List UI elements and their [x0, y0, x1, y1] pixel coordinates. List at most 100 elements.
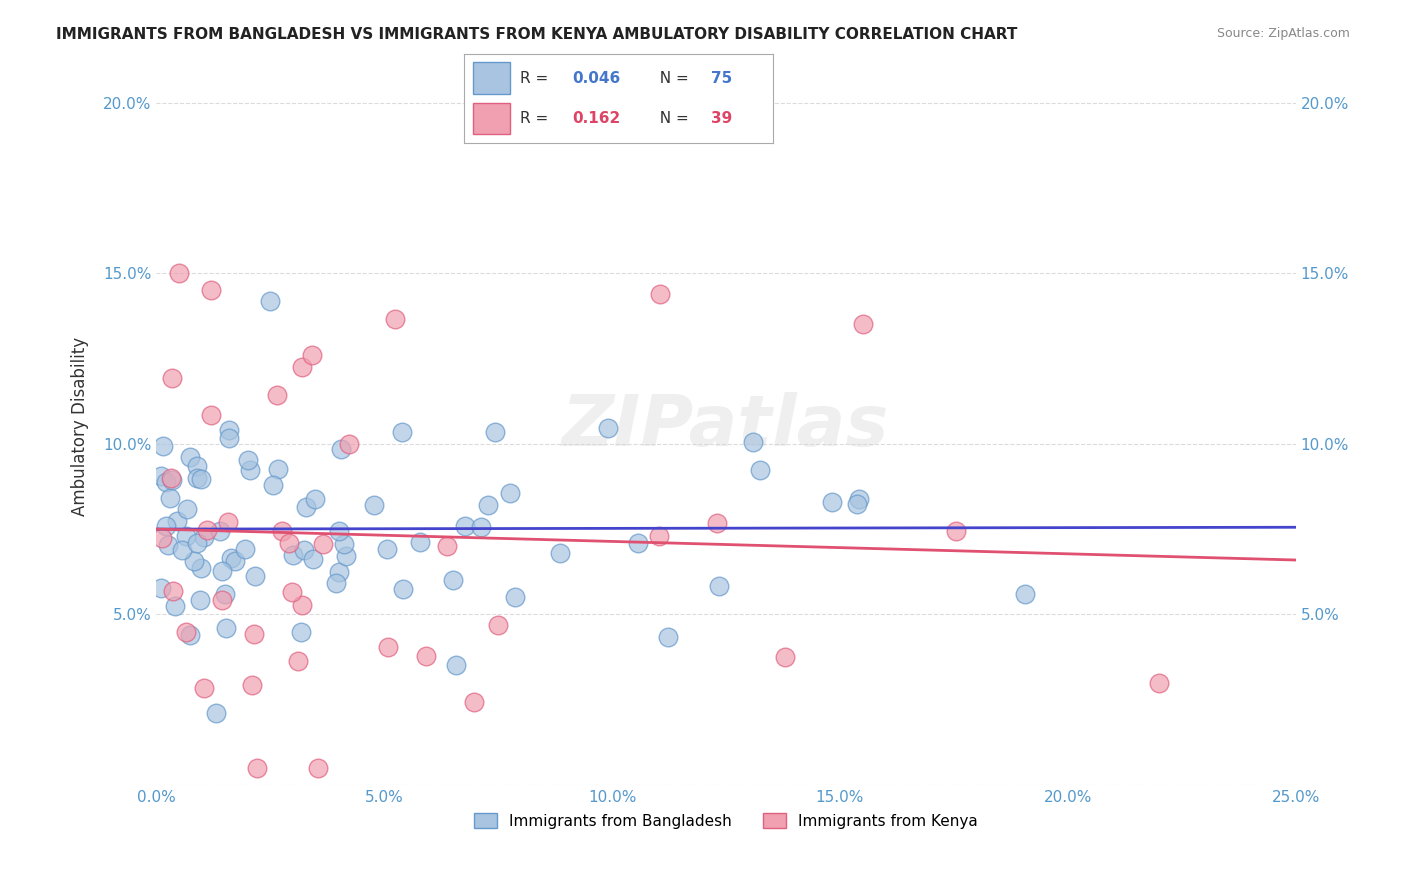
Immigrants from Bangladesh [157, 538, 180, 552]
Immigrants from Bangladesh [190, 561, 212, 575]
Immigrants from Bangladesh [155, 475, 177, 489]
Y-axis label: Ambulatory Disability: Ambulatory Disability [72, 337, 89, 516]
Immigrants from Bangladesh [391, 425, 413, 440]
Immigrants from Bangladesh [190, 472, 212, 486]
Immigrants from Kenya [706, 516, 728, 530]
Immigrants from Bangladesh [1014, 587, 1036, 601]
Immigrants from Kenya [167, 266, 190, 280]
Immigrants from Kenya [377, 640, 399, 655]
Immigrants from Bangladesh [267, 462, 290, 476]
Immigrants from Bangladesh [283, 549, 305, 563]
Immigrants from Bangladesh [484, 425, 506, 439]
Immigrants from Bangladesh [176, 529, 198, 543]
Immigrants from Kenya [246, 761, 269, 775]
Immigrants from Kenya [648, 528, 671, 542]
Immigrants from Kenya [277, 535, 299, 549]
Immigrants from Bangladesh [499, 486, 522, 500]
Immigrants from Kenya [337, 436, 360, 450]
Immigrants from Bangladesh [821, 495, 844, 509]
Immigrants from Bangladesh [329, 442, 352, 456]
Immigrants from Kenya [200, 408, 222, 422]
Immigrants from Bangladesh [392, 582, 415, 597]
Immigrants from Bangladesh [302, 551, 325, 566]
Text: R =: R = [520, 71, 553, 86]
Immigrants from Bangladesh [741, 435, 763, 450]
Immigrants from Bangladesh [159, 491, 181, 506]
Immigrants from Bangladesh [218, 431, 240, 445]
Immigrants from Kenya [486, 618, 509, 632]
Immigrants from Bangladesh [304, 491, 326, 506]
Immigrants from Bangladesh [172, 543, 194, 558]
Immigrants from Bangladesh [333, 537, 356, 551]
Immigrants from Bangladesh [657, 630, 679, 644]
Immigrants from Kenya [240, 678, 263, 692]
Text: R =: R = [520, 112, 553, 126]
Immigrants from Bangladesh [627, 536, 650, 550]
Immigrants from Bangladesh [470, 520, 492, 534]
Immigrants from Bangladesh [262, 477, 284, 491]
Immigrants from Bangladesh [409, 534, 432, 549]
Immigrants from Bangladesh [328, 565, 350, 579]
Text: N =: N = [650, 112, 693, 126]
Immigrants from Kenya [1147, 675, 1170, 690]
Immigrants from Bangladesh [149, 469, 172, 483]
Immigrants from Bangladesh [444, 657, 467, 672]
Immigrants from Bangladesh [186, 458, 208, 473]
Immigrants from Bangladesh [166, 514, 188, 528]
Immigrants from Bangladesh [363, 498, 385, 512]
Immigrants from Bangladesh [155, 518, 177, 533]
Immigrants from Kenya [200, 283, 222, 297]
Immigrants from Kenya [312, 537, 335, 551]
Immigrants from Bangladesh [335, 549, 357, 564]
Immigrants from Bangladesh [218, 423, 240, 437]
Immigrants from Kenya [650, 286, 672, 301]
Immigrants from Bangladesh [548, 546, 571, 560]
Immigrants from Kenya [162, 584, 184, 599]
Bar [474, 103, 510, 134]
Immigrants from Bangladesh [183, 554, 205, 568]
Text: 39: 39 [711, 112, 733, 126]
Immigrants from Kenya [852, 318, 875, 332]
Immigrants from Kenya [176, 625, 198, 640]
Immigrants from Kenya [291, 359, 314, 374]
Immigrants from Kenya [195, 523, 218, 537]
Text: ZIPatlas: ZIPatlas [562, 392, 890, 461]
Immigrants from Bangladesh [294, 500, 316, 514]
Immigrants from Bangladesh [163, 599, 186, 613]
Immigrants from Bangladesh [328, 524, 350, 538]
Immigrants from Bangladesh [219, 551, 242, 566]
Text: 0.162: 0.162 [572, 112, 620, 126]
Immigrants from Bangladesh [290, 625, 312, 640]
Immigrants from Bangladesh [208, 524, 231, 539]
Immigrants from Bangladesh [477, 498, 499, 512]
Immigrants from Kenya [436, 539, 458, 553]
Immigrants from Bangladesh [503, 590, 526, 604]
Immigrants from Kenya [211, 593, 233, 607]
Immigrants from Kenya [291, 598, 314, 612]
Immigrants from Bangladesh [325, 576, 347, 591]
Bar [474, 62, 510, 94]
Immigrants from Kenya [150, 531, 173, 545]
Immigrants from Bangladesh [454, 518, 477, 533]
Immigrants from Bangladesh [186, 536, 208, 550]
Text: 75: 75 [711, 71, 733, 86]
Immigrants from Bangladesh [186, 471, 208, 485]
Immigrants from Kenya [281, 585, 304, 599]
Immigrants from Kenya [307, 761, 329, 775]
Text: Source: ZipAtlas.com: Source: ZipAtlas.com [1216, 27, 1350, 40]
Immigrants from Kenya [266, 387, 288, 401]
Immigrants from Bangladesh [205, 706, 228, 720]
Immigrants from Bangladesh [748, 462, 770, 476]
Immigrants from Bangladesh [707, 579, 730, 593]
Immigrants from Bangladesh [179, 450, 201, 465]
Immigrants from Bangladesh [596, 421, 619, 435]
Immigrants from Bangladesh [214, 587, 236, 601]
Immigrants from Bangladesh [239, 463, 262, 477]
Immigrants from Bangladesh [149, 581, 172, 595]
Immigrants from Bangladesh [179, 628, 201, 642]
Immigrants from Bangladesh [441, 573, 464, 587]
Text: 0.046: 0.046 [572, 71, 620, 86]
Immigrants from Bangladesh [236, 453, 259, 467]
Immigrants from Kenya [159, 471, 181, 485]
Immigrants from Bangladesh [160, 473, 183, 487]
